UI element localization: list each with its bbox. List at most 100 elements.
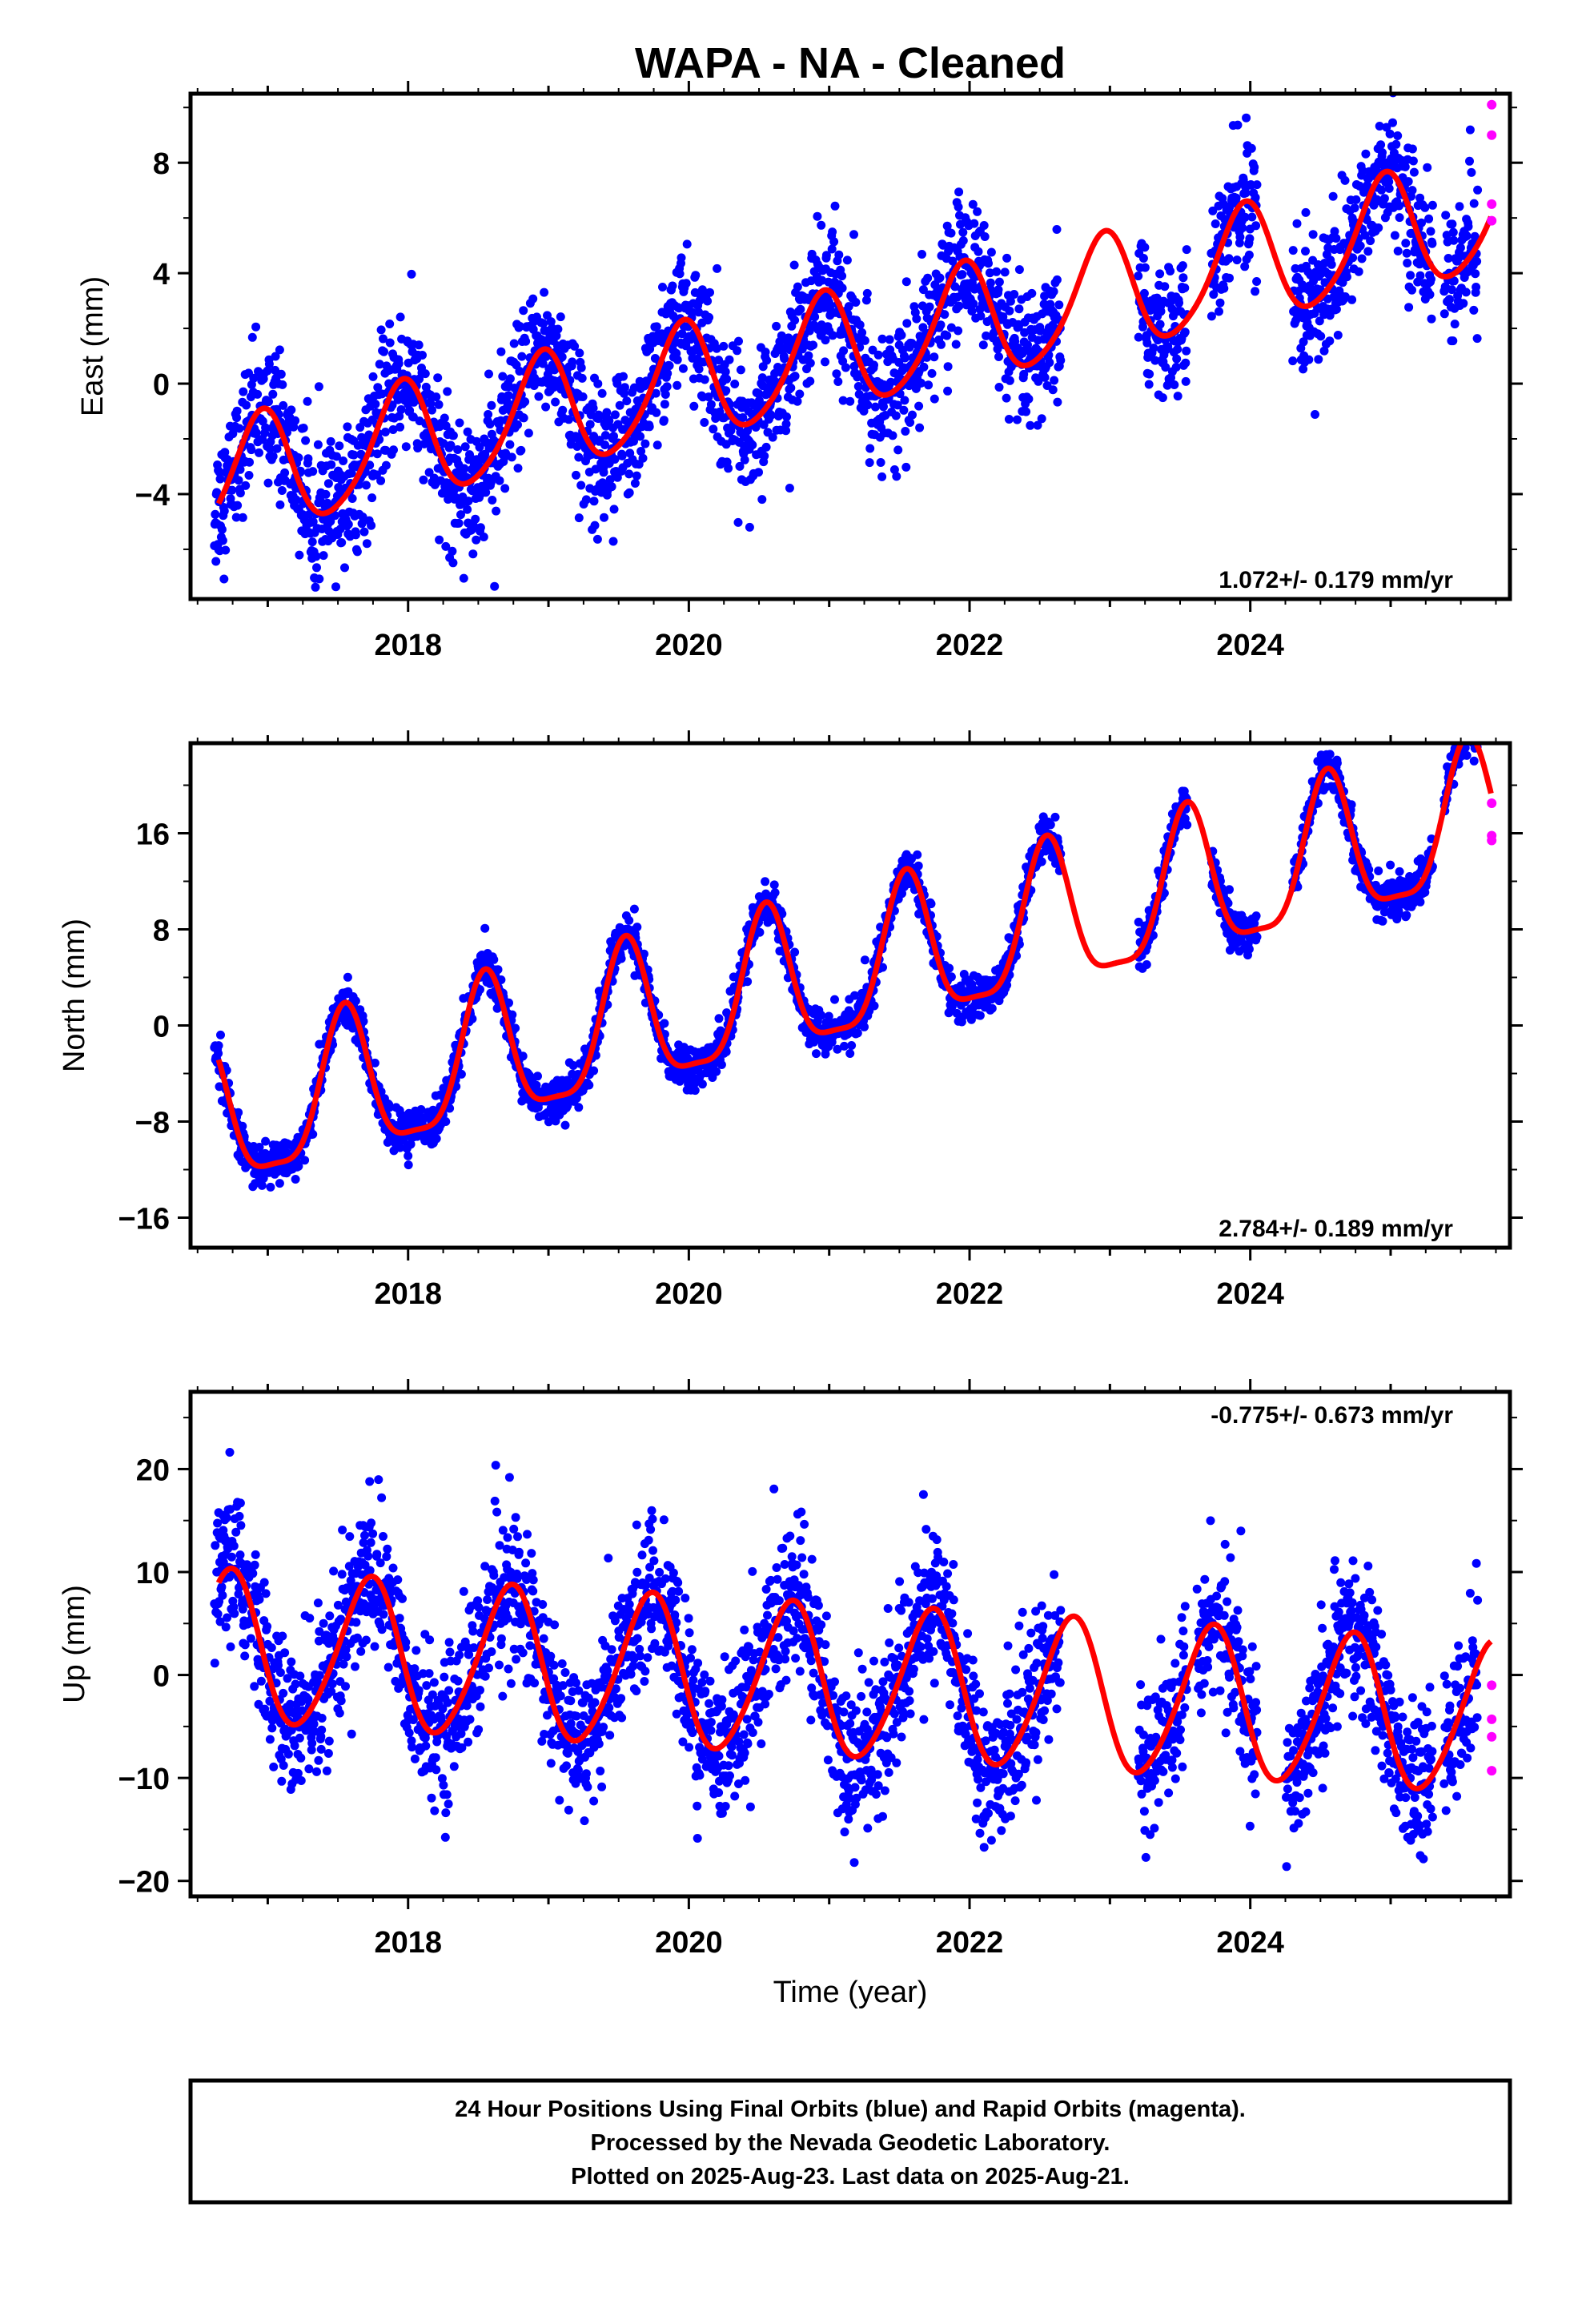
north-final-point — [291, 1175, 300, 1184]
east-final-point — [361, 480, 371, 490]
east-final-point — [1140, 263, 1150, 272]
north-final-point — [238, 1121, 247, 1131]
east-final-point — [420, 369, 430, 379]
east-final-point — [1403, 177, 1413, 187]
east-final-point — [1163, 342, 1173, 352]
north-final-point — [574, 1103, 584, 1112]
east-x-tick-label: 2020 — [655, 629, 723, 662]
east-final-point — [498, 372, 508, 381]
east-final-point — [757, 495, 767, 505]
east-final-point — [735, 461, 745, 471]
east-final-point — [463, 427, 472, 436]
east-final-point — [505, 440, 515, 449]
east-final-point — [211, 509, 220, 519]
east-final-point — [839, 346, 849, 356]
east-final-point — [460, 464, 469, 473]
east-final-point — [1166, 267, 1175, 275]
east-final-point — [985, 268, 994, 278]
east-final-point — [484, 444, 494, 453]
east-final-point — [761, 348, 770, 357]
east-final-point — [636, 447, 646, 456]
east-final-point — [1144, 380, 1154, 389]
east-final-point — [700, 418, 709, 427]
east-final-point — [379, 347, 388, 356]
east-final-point — [1408, 156, 1418, 166]
east-final-point — [652, 440, 662, 450]
east-final-point — [232, 413, 242, 423]
east-final-point — [319, 551, 328, 561]
east-final-point — [828, 227, 837, 237]
east-final-point — [1014, 304, 1024, 314]
north-final-point — [743, 977, 753, 987]
figure-title: WAPA - NA - Cleaned — [635, 39, 1066, 87]
east-final-point — [456, 510, 465, 520]
east-final-point — [312, 563, 321, 573]
east-final-point — [1360, 231, 1370, 240]
east-final-point — [1160, 282, 1170, 292]
north-final-point — [518, 1051, 528, 1061]
east-final-point — [986, 278, 995, 287]
east-final-point — [278, 380, 287, 389]
north-final-point — [913, 861, 923, 870]
east-final-point — [724, 464, 733, 473]
east-final-point — [979, 221, 989, 230]
east-x-tick-label: 2018 — [374, 629, 442, 662]
east-final-point — [301, 436, 311, 445]
east-final-point — [599, 468, 608, 477]
east-rate-label: 1.072+/- 0.179 mm/yr — [1219, 567, 1453, 593]
east-final-point — [1393, 247, 1403, 255]
east-final-point — [861, 296, 871, 305]
east-final-point — [1155, 269, 1165, 279]
east-final-point — [849, 361, 859, 371]
east-final-point — [327, 460, 336, 469]
east-rapid-point — [1487, 215, 1497, 226]
east-final-point — [943, 386, 953, 396]
east-final-point — [432, 392, 441, 402]
east-final-point — [976, 312, 986, 321]
east-final-point — [740, 455, 749, 464]
east-final-point — [1390, 231, 1399, 240]
east-final-point — [1056, 356, 1066, 365]
east-final-point — [568, 357, 577, 367]
east-final-point — [865, 444, 875, 453]
east-final-point — [507, 452, 516, 462]
east-final-point — [585, 420, 595, 429]
east-final-point — [734, 336, 743, 346]
east-final-point — [362, 539, 371, 549]
east-final-point — [557, 352, 567, 362]
east-final-point — [509, 339, 519, 348]
east-final-point — [347, 494, 357, 503]
east-final-point — [276, 369, 286, 379]
east-final-point — [610, 455, 620, 464]
north-final-point — [533, 1072, 542, 1081]
east-final-point — [1472, 283, 1481, 292]
north-final-point — [755, 927, 765, 937]
east-final-point — [231, 513, 241, 522]
east-final-point — [632, 471, 641, 480]
east-final-point — [860, 336, 869, 345]
east-final-point — [736, 365, 745, 375]
east-final-point — [484, 410, 493, 419]
east-final-point — [1182, 346, 1191, 356]
east-final-point — [1209, 290, 1219, 300]
east-final-point — [428, 405, 436, 415]
east-final-point — [714, 356, 724, 365]
east-final-point — [446, 440, 456, 450]
east-final-point — [790, 372, 800, 381]
east-final-point — [556, 312, 565, 322]
east-final-point — [781, 420, 791, 428]
east-final-point — [1240, 212, 1250, 222]
east-final-point — [1470, 231, 1480, 241]
north-final-point — [441, 1117, 451, 1126]
east-final-point — [459, 573, 468, 583]
east-final-point — [837, 283, 847, 293]
east-final-point — [1014, 265, 1024, 275]
east-final-point — [766, 410, 776, 420]
east-final-point — [490, 581, 500, 591]
east-final-point — [1448, 336, 1458, 346]
east-final-point — [950, 282, 960, 292]
east-final-point — [331, 511, 339, 521]
east-final-point — [885, 335, 894, 344]
east-final-point — [793, 282, 802, 292]
